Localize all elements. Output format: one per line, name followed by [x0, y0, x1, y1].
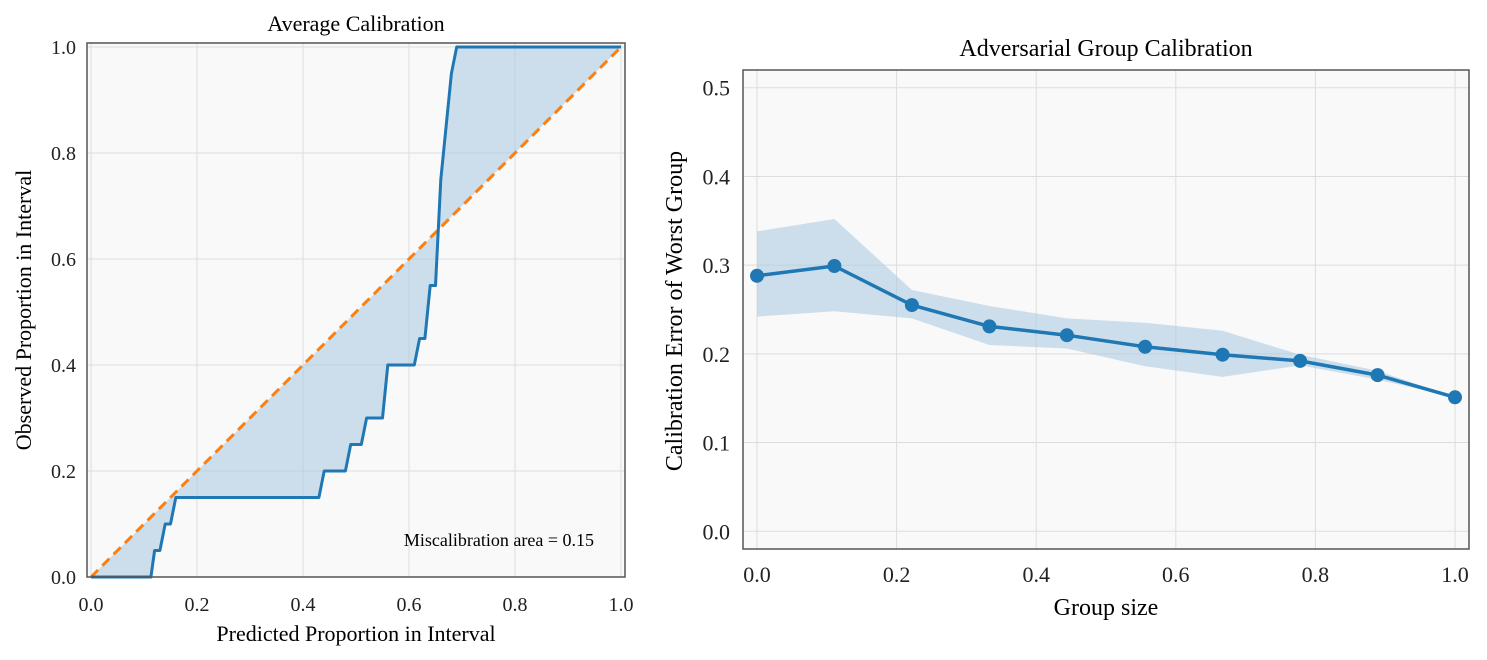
average-calibration-chart: 0.0 0.2 0.4 0.6 0.8 1.0 0.0 0.2 0.4 0.6 0.8 1.0 Av… — [11, 11, 634, 646]
x-tick-label: 0.2 — [185, 594, 210, 616]
y-tick-label: 1.0 — [51, 37, 76, 59]
x-tick-label: 1.0 — [609, 594, 634, 616]
x-tick-label: 0.6 — [397, 594, 422, 616]
adversarial-group-calibration-chart: 0.0 0.2 0.4 0.6 0.8 1.0 0.0 0.1 0.2 0.3 0.4 0.5 Ad… — [662, 36, 1470, 621]
x-tick-label: 0.6 — [1162, 562, 1190, 587]
x-tick-label: 0.8 — [503, 594, 528, 616]
y-tick-label: 0.8 — [51, 143, 76, 165]
data-point — [1059, 328, 1074, 343]
data-point — [1293, 353, 1308, 368]
y-tick-label: 0.3 — [703, 253, 731, 278]
x-tick-label: 0.0 — [79, 594, 104, 616]
x-tick-label: 1.0 — [1441, 562, 1469, 587]
x-axis-label: Predicted Proportion in Interval — [216, 621, 495, 646]
y-tick-label: 0.6 — [51, 249, 76, 271]
gridlines — [87, 43, 625, 578]
y-tick-label: 0.2 — [51, 461, 76, 483]
data-point — [1370, 368, 1385, 383]
ideal-calibration-line — [89, 45, 623, 579]
data-point — [904, 298, 919, 313]
data-point — [982, 319, 997, 334]
y-tick-label: 0.2 — [703, 342, 731, 367]
x-tick-labels: 0.0 0.2 0.4 0.6 0.8 1.0 — [79, 594, 634, 616]
data-point — [827, 259, 842, 273]
data-point — [1448, 390, 1462, 405]
plot-frame — [86, 42, 626, 578]
y-tick-labels: 0.0 0.2 0.4 0.6 0.8 1.0 — [51, 37, 76, 589]
calibration-curve — [91, 45, 621, 579]
chart-title: Adversarial Group Calibration — [959, 36, 1252, 62]
y-axis-label: Calibration Error of Worst Group — [662, 151, 688, 471]
miscalibration-annotation: Miscalibration area = 0.15 — [404, 530, 594, 550]
chart-title: Average Calibration — [267, 11, 444, 36]
data-point — [750, 268, 764, 283]
data-point — [1215, 347, 1230, 362]
y-tick-label: 0.4 — [51, 355, 76, 377]
data-point — [1138, 339, 1153, 354]
y-tick-label: 0.1 — [703, 431, 731, 456]
data-points — [750, 259, 1462, 405]
y-axis-label: Observed Proportion in Interval — [11, 170, 36, 450]
x-tick-labels: 0.0 0.2 0.4 0.6 0.8 1.0 — [743, 562, 1469, 587]
plot-frame — [742, 69, 1470, 550]
error-band — [757, 219, 1455, 398]
y-tick-labels: 0.0 0.1 0.2 0.3 0.4 0.5 — [703, 76, 731, 545]
x-tick-label: 0.4 — [291, 594, 316, 616]
x-tick-label: 0.2 — [883, 562, 911, 587]
x-tick-label: 0.8 — [1302, 562, 1330, 587]
y-tick-label: 0.5 — [703, 76, 731, 101]
worst-group-error-line — [756, 264, 1456, 399]
y-tick-label: 0.0 — [703, 519, 731, 544]
y-tick-label: 0.0 — [51, 567, 76, 589]
x-tick-label: 0.0 — [743, 562, 771, 587]
x-tick-label: 0.4 — [1022, 562, 1050, 587]
x-axis-label: Group size — [1054, 595, 1159, 621]
y-tick-label: 0.4 — [703, 164, 731, 189]
